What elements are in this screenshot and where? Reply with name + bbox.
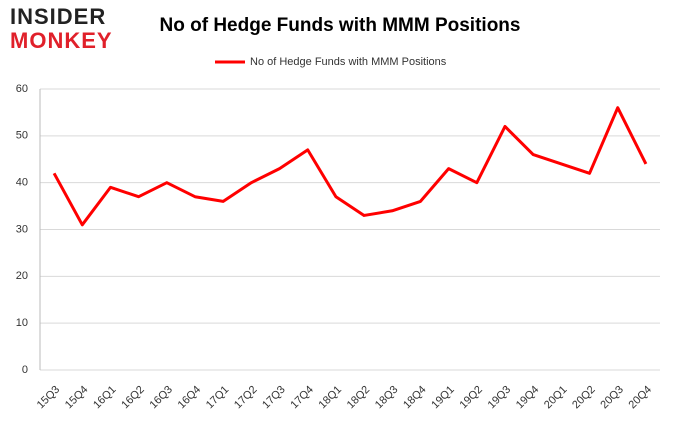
x-tick-label: 19Q1: [429, 384, 457, 412]
x-tick-label: 19Q3: [486, 384, 514, 412]
y-tick-label: 60: [16, 83, 28, 95]
x-tick-label: 17Q4: [288, 384, 316, 412]
y-tick-label: 20: [16, 270, 28, 282]
data-line: [52, 106, 648, 227]
x-tick-label: 19Q4: [514, 384, 542, 412]
x-tick-label: 19Q2: [457, 384, 485, 412]
y-tick-label: 10: [16, 317, 28, 329]
logo-line1: INSIDER: [10, 4, 106, 29]
x-tick-label: 17Q2: [232, 384, 260, 412]
logo-line2: MONKEY: [10, 28, 113, 53]
chart-title: No of Hedge Funds with MMM Positions: [160, 15, 521, 36]
x-tick-label: 16Q2: [119, 384, 147, 412]
x-tick-label: 15Q4: [63, 384, 91, 412]
y-tick-label: 0: [22, 364, 28, 376]
x-tick-label: 15Q3: [35, 384, 63, 412]
x-tick-label: 20Q2: [570, 384, 598, 412]
y-tick-label: 50: [16, 130, 28, 142]
x-tick-label: 18Q1: [317, 384, 345, 412]
x-tick-label: 20Q1: [542, 384, 570, 412]
x-tick-label: 18Q4: [401, 384, 429, 412]
y-tick-label: 40: [16, 177, 28, 189]
y-tick-label: 30: [16, 223, 28, 235]
x-tick-label: 20Q4: [627, 384, 655, 412]
x-tick-label: 20Q3: [598, 384, 626, 412]
x-tick-label: 16Q4: [176, 384, 204, 412]
legend-label: No of Hedge Funds with MMM Positions: [250, 56, 447, 68]
x-tick-label: 17Q1: [204, 384, 232, 412]
x-tick-label: 18Q3: [373, 384, 401, 412]
x-tick-label: 18Q2: [345, 384, 373, 412]
x-tick-label: 17Q3: [260, 384, 288, 412]
x-tick-label: 16Q1: [91, 384, 119, 412]
x-tick-label: 16Q3: [147, 384, 175, 412]
